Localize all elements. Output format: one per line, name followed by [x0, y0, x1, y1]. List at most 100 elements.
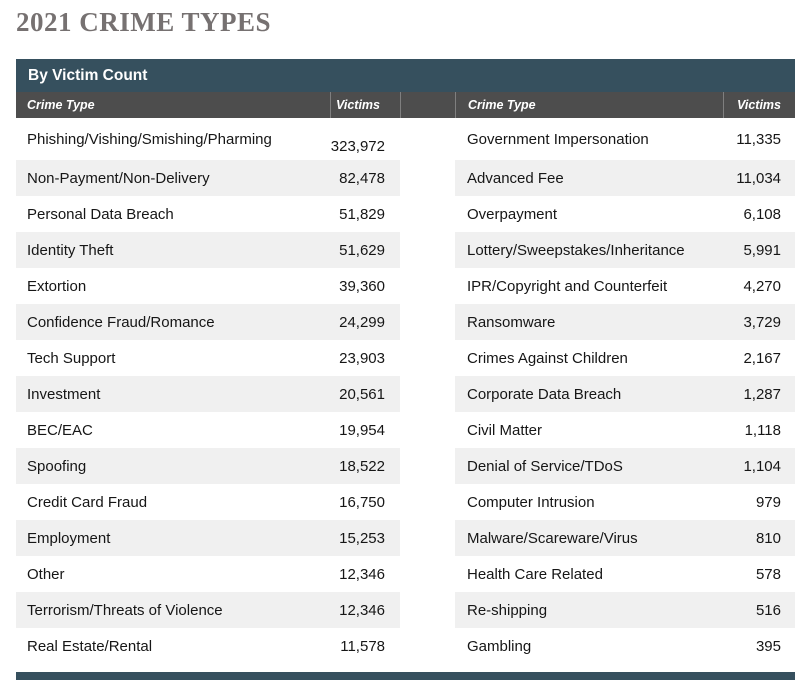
- table-row: Terrorism/Threats of Violence 12,346: [16, 592, 400, 629]
- table-row: Civil Matter 1,118: [455, 412, 795, 448]
- victims-count-cell: 11,034: [736, 169, 781, 187]
- crime-type-cell: Terrorism/Threats of Violence: [27, 601, 223, 619]
- table-row: Tech Support 23,903: [16, 340, 400, 376]
- table-row: Corporate Data Breach 1,287: [455, 376, 795, 413]
- table-row: Advanced Fee 11,034: [455, 160, 795, 197]
- victims-count-cell: 51,829: [339, 205, 385, 223]
- crime-type-cell: Tech Support: [27, 349, 116, 367]
- crime-type-cell: Advanced Fee: [467, 169, 564, 187]
- victims-count-cell: 51,629: [339, 241, 385, 259]
- table-row: BEC/EAC 19,954: [16, 412, 400, 448]
- section-header-label: By Victim Count: [28, 66, 148, 84]
- table-row: Extortion 39,360: [16, 268, 400, 304]
- victim-count-table: By Victim Count Crime Type Victims Crime…: [16, 59, 795, 681]
- header-spacer-cell: [400, 92, 455, 119]
- victims-count-cell: 810: [755, 529, 781, 547]
- table-row: Non-Payment/Non-Delivery 82,478: [16, 160, 400, 197]
- table-body: Phishing/Vishing/Smishing/Pharming 323,97…: [16, 118, 795, 664]
- table-row: Lottery/Sweepstakes/Inheritance 5,991: [455, 232, 795, 269]
- crime-type-cell: Lottery/Sweepstakes/Inheritance: [467, 241, 685, 259]
- table-row: Overpayment 6,108: [455, 196, 795, 232]
- crime-type-cell: Health Care Related: [467, 565, 603, 583]
- table-row: Health Care Related 578: [455, 556, 795, 592]
- table-row: Malware/Scareware/Virus 810: [455, 520, 795, 557]
- table-row: Other 12,346: [16, 556, 400, 592]
- victims-count-cell: 2,167: [743, 349, 781, 367]
- next-section-band: [16, 672, 795, 681]
- crime-type-cell: Denial of Service/TDoS: [467, 457, 623, 475]
- table-row: Phishing/Vishing/Smishing/Pharming 323,97…: [16, 118, 400, 160]
- page-title: 2021 CRIME TYPES: [16, 7, 272, 37]
- crime-type-cell: Corporate Data Breach: [467, 385, 622, 403]
- table-row: Identity Theft 51,629: [16, 232, 400, 269]
- left-table-column: Phishing/Vishing/Smishing/Pharming 323,97…: [16, 118, 400, 664]
- crime-type-cell: Personal Data Breach: [27, 205, 174, 223]
- victims-count-cell: 1,118: [744, 421, 781, 439]
- table-row: Crimes Against Children 2,167: [455, 340, 795, 376]
- victims-count-cell: 20,561: [339, 385, 385, 403]
- crime-type-header-right: Crime Type: [455, 92, 723, 119]
- table-row: Re-shipping 516: [455, 592, 795, 629]
- victims-count-cell: 12,346: [339, 601, 385, 619]
- victims-count-cell: 18,522: [339, 457, 385, 475]
- victims-header-left: Victims: [330, 92, 400, 119]
- crime-type-cell: Gambling: [467, 637, 532, 655]
- crime-type-cell: Real Estate/Rental: [27, 637, 153, 655]
- victims-count-cell: 16,750: [339, 493, 385, 511]
- crime-type-cell: Non-Payment/Non-Delivery: [27, 169, 210, 187]
- crime-type-cell: Credit Card Fraud: [27, 493, 148, 511]
- victims-header-right: Victims: [723, 92, 795, 119]
- victims-count-cell: 1,287: [743, 385, 781, 403]
- crime-type-cell: Extortion: [27, 277, 87, 295]
- crime-type-cell: Overpayment: [467, 205, 558, 223]
- middle-gap: [400, 118, 455, 664]
- victims-count-cell: 39,360: [339, 277, 385, 295]
- crime-type-cell: Spoofing: [27, 457, 87, 475]
- crime-type-cell: Phishing/Vishing/Smishing/Pharming: [27, 130, 272, 148]
- crime-type-cell: Civil Matter: [467, 421, 543, 439]
- crime-type-cell: Identity Theft: [27, 241, 114, 259]
- table-row: Computer Intrusion 979: [455, 484, 795, 520]
- crime-type-cell: Employment: [27, 529, 111, 547]
- table-row: Spoofing 18,522: [16, 448, 400, 485]
- table-row: Ransomware 3,729: [455, 304, 795, 341]
- table-row: Confidence Fraud/Romance 24,299: [16, 304, 400, 341]
- victims-count-cell: 11,578: [340, 637, 385, 655]
- table-row: Government Impersonation 11,335: [455, 118, 795, 160]
- table-row: Gambling 395: [455, 628, 795, 664]
- table-row: Real Estate/Rental 11,578: [16, 628, 400, 664]
- victims-count-cell: 23,903: [339, 349, 385, 367]
- victims-count-cell: 323,972: [330, 138, 385, 156]
- crime-type-cell: Computer Intrusion: [467, 493, 595, 511]
- table-row: Personal Data Breach 51,829: [16, 196, 400, 232]
- victims-count-cell: 4,270: [743, 277, 781, 295]
- right-table-column: Government Impersonation 11,335 Advanced F…: [455, 118, 795, 664]
- victims-count-cell: 24,299: [339, 313, 385, 331]
- victims-count-cell: 15,253: [339, 529, 385, 547]
- victims-count-cell: 979: [755, 493, 781, 511]
- victims-count-cell: 578: [755, 565, 781, 583]
- crime-type-cell: Confidence Fraud/Romance: [27, 313, 215, 331]
- victims-count-cell: 11,335: [736, 130, 781, 148]
- crime-type-cell: Crimes Against Children: [467, 349, 628, 367]
- crime-type-cell: Ransomware: [467, 313, 556, 331]
- table-row: Investment 20,561: [16, 376, 400, 413]
- crime-type-cell: Malware/Scareware/Virus: [467, 529, 638, 547]
- victims-count-cell: 6,108: [743, 205, 781, 223]
- crime-type-cell: Investment: [27, 385, 101, 403]
- crime-type-cell: Other: [27, 565, 65, 583]
- section-header-band: By Victim Count: [16, 59, 795, 93]
- victims-count-cell: 12,346: [339, 565, 385, 583]
- victims-count-cell: 19,954: [339, 421, 385, 439]
- table-row: IPR/Copyright and Counterfeit 4,270: [455, 268, 795, 304]
- victims-count-cell: 1,104: [743, 457, 781, 475]
- column-header-row: Crime Type Victims Crime Type Victims: [16, 92, 795, 119]
- victims-count-cell: 3,729: [743, 313, 781, 331]
- table-row: Credit Card Fraud 16,750: [16, 484, 400, 520]
- table-row: Employment 15,253: [16, 520, 400, 557]
- crime-type-cell: BEC/EAC: [27, 421, 93, 439]
- crime-type-header-left: Crime Type: [27, 98, 95, 113]
- crime-type-cell: IPR/Copyright and Counterfeit: [467, 277, 668, 295]
- crime-type-cell: Government Impersonation: [467, 130, 649, 148]
